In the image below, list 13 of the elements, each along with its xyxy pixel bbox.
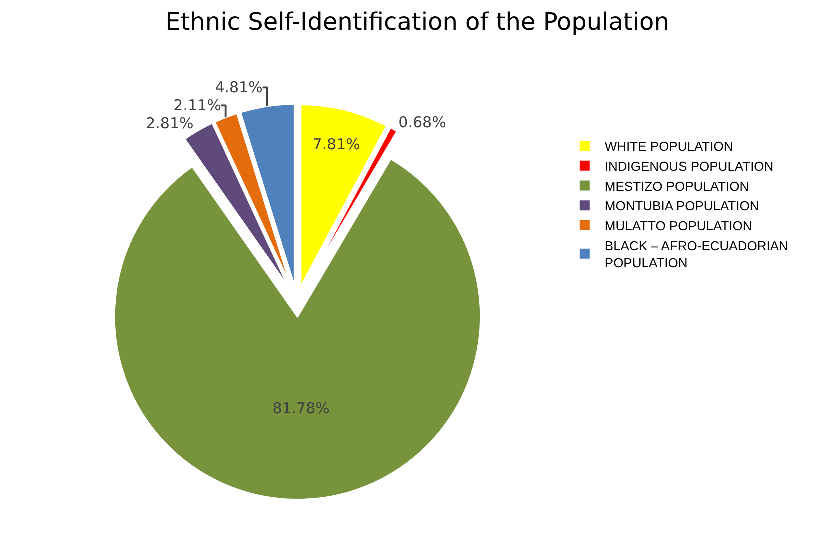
legend-label: MESTIZO POPULATION <box>604 178 750 194</box>
legend-label: WHITE POPULATION <box>604 139 734 154</box>
data-label: 7.81% <box>312 136 360 154</box>
data-label: 81.78% <box>272 399 330 418</box>
data-label: 2.81% <box>146 114 194 133</box>
legend-label: INDIGENOUS POPULATION <box>604 158 774 174</box>
legend-label: MULATTO POPULATION <box>604 218 752 234</box>
data-label: 0.68% <box>398 114 446 132</box>
data-label: 4.81% <box>215 78 263 97</box>
data-label: 2.11% <box>174 96 222 115</box>
chart-title: Ethnic Self-Identification of the Population <box>166 8 670 36</box>
legend-label: MONTUBIA POPULATION <box>604 198 760 214</box>
legend-label: BLACK – AFRO-ECUADORIAN POPULATION <box>604 238 788 270</box>
